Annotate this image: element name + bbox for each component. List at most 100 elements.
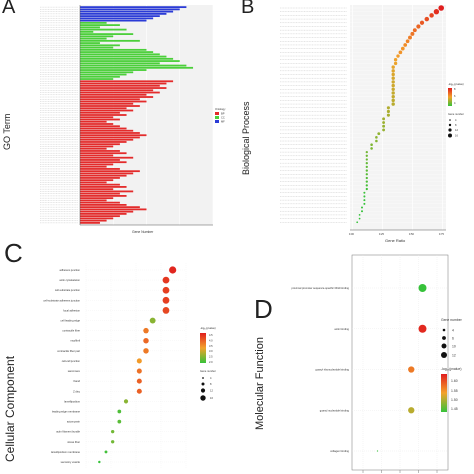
data-point (104, 450, 108, 454)
data-point (365, 158, 368, 161)
category-label: guanyl nucleotide binding (320, 408, 350, 412)
panel-d-size-key (441, 343, 447, 349)
color-tick-label: 2.5 (209, 355, 213, 359)
panel-a-x-axis-title: Gene Number (132, 230, 154, 234)
data-point (363, 199, 366, 202)
data-point (391, 102, 395, 106)
panel-a: GO Term Gene Number Ontology BP CC MF (2, 5, 226, 234)
bar-cc (80, 71, 134, 74)
panel-b-size-key (448, 128, 452, 132)
data-point (391, 91, 395, 95)
data-point (370, 147, 373, 150)
bar-bp (80, 152, 127, 155)
category-label: I band (73, 379, 81, 383)
bar-bp (80, 111, 120, 114)
bar-cc (80, 37, 107, 40)
bar-bp (80, 98, 140, 101)
data-point (408, 407, 415, 414)
panel-b-size-key (448, 133, 452, 138)
data-point (410, 31, 415, 36)
data-point (375, 139, 378, 143)
data-point (365, 173, 368, 176)
data-point (363, 191, 366, 194)
bar-bp (80, 118, 120, 121)
legend-swatch-bp (215, 112, 219, 115)
bar-bp (80, 154, 114, 157)
bar-mf (80, 10, 174, 13)
data-point (391, 94, 395, 99)
panel-d-y-axis-title: Molecular Function (254, 337, 266, 430)
data-point (365, 150, 368, 154)
bar-bp (80, 156, 134, 159)
bar-bp (80, 134, 147, 137)
data-point (169, 266, 177, 274)
bar-bp (80, 179, 114, 182)
bar-cc (80, 46, 114, 49)
color-tick-label: 4.5 (209, 333, 213, 337)
panel-b-size-tick: 4 (455, 118, 457, 122)
panel-d-size-tick: 12 (452, 354, 456, 358)
bar-bp (80, 141, 127, 143)
panel-a-legend: Ontology BP CC MF (215, 107, 226, 124)
bar-bp (80, 206, 140, 209)
bar-bp (80, 93, 147, 96)
data-point (382, 128, 386, 132)
data-point (98, 460, 101, 464)
panel-d-points (376, 284, 427, 452)
bar-cc (80, 28, 127, 31)
panel-label-a: A (2, 0, 16, 18)
category-label: focal adhesion (63, 308, 80, 312)
data-point (396, 54, 400, 58)
category-label: secretory vesicle (61, 460, 81, 464)
data-point (111, 430, 115, 434)
category-label: myofibril (70, 339, 80, 343)
panel-d-grid (352, 255, 448, 470)
panel-c-size-tick: 16 (210, 396, 213, 400)
bar-bp (80, 212, 127, 215)
panel-d-legend: Gene number 4 6 10 12 -log₁₀(pvalue) 1.6… (441, 318, 463, 412)
data-point (123, 399, 129, 404)
bar-mf (80, 6, 187, 9)
panel-b-color-tick: 8 (454, 87, 456, 91)
bar-bp (80, 116, 114, 119)
bar-bp (80, 215, 120, 218)
bar-cc (80, 53, 160, 56)
category-label: adherens junction (60, 268, 81, 272)
data-point (391, 80, 395, 84)
category-label: lamellipodium (64, 399, 80, 403)
bar-bp (80, 123, 114, 125)
bar-cc (80, 64, 187, 67)
panel-c-size-key (202, 377, 204, 379)
panel-c-size-tick: 8 (210, 382, 212, 386)
category-label: actin cytoskeleton (59, 278, 80, 282)
panel-c-legend: -log₁₀(pvalue) 4.54.0 3.53.0 2.52.0 Gene n… (200, 326, 216, 401)
panel-d-term-labels: proximal promoter sequence-specific DNA … (291, 286, 349, 453)
color-tick-label: 3.0 (209, 349, 213, 353)
data-point (365, 184, 368, 187)
panel-b-y-axis-title: Biological Process (241, 101, 251, 175)
category-label: leading edge membrane (52, 409, 81, 413)
bar-bp (80, 172, 134, 175)
bar-bp (80, 159, 120, 161)
bar-cc (80, 55, 167, 58)
legend-label-cc: CC (221, 116, 225, 120)
data-point (391, 65, 395, 69)
bar-cc (80, 26, 100, 29)
category-label: cell-substrate adherens junction (43, 298, 80, 302)
category-label: Z disc (73, 389, 81, 393)
data-point (386, 106, 390, 110)
x-tick-label: 0.50 (409, 232, 415, 236)
bar-mf (80, 19, 147, 22)
bar-bp (80, 91, 160, 94)
panel-a-y-axis-title: GO Term (2, 114, 12, 150)
bar-bp (80, 170, 140, 173)
data-point (393, 58, 398, 62)
bar-bp (80, 161, 127, 164)
panel-label-b: B (241, 0, 254, 18)
panel-c-size-tick: 12 (210, 389, 213, 393)
bar-cc (80, 48, 147, 51)
panel-d-color-tick: 1.45 (451, 407, 458, 411)
bar-bp (80, 203, 127, 206)
bar-cc (80, 39, 140, 42)
bar-bp (80, 105, 140, 107)
